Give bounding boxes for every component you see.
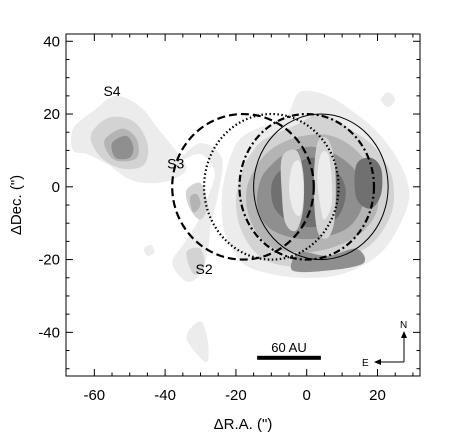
intensity-contours — [70, 90, 410, 363]
y-axis-label: ΔDec. (") — [8, 175, 25, 235]
ellipse-solid — [253, 113, 389, 261]
contour-level — [354, 157, 383, 209]
contour-level — [317, 151, 333, 220]
x-tick-label: 20 — [369, 387, 386, 404]
compass-east-arrowhead — [374, 359, 381, 365]
contour-level — [111, 135, 134, 160]
ellipse-dash-dot — [238, 112, 376, 261]
y-tick-label: 20 — [43, 106, 60, 123]
compass-north-arrowhead — [401, 331, 407, 338]
scale-bar: 60 AU — [257, 340, 321, 360]
compass: N E — [362, 320, 407, 369]
contour-level — [143, 244, 155, 256]
contour-level — [289, 160, 304, 217]
contour-level — [186, 321, 209, 363]
tick-labels: -60 -40 -20 0 20 -40 -20 0 20 40 — [38, 33, 386, 404]
scale-bar-line — [257, 355, 321, 360]
x-tick-label: -60 — [83, 387, 105, 404]
x-tick-label: -40 — [154, 387, 176, 404]
x-tick-label: 0 — [303, 387, 311, 404]
y-tick-label: -40 — [38, 324, 60, 341]
source-label-s4: S4 — [103, 83, 120, 99]
contour-level — [186, 247, 205, 275]
y-tick-label: -20 — [38, 252, 60, 269]
scale-bar-label: 60 AU — [271, 340, 306, 355]
contour-level — [189, 193, 201, 213]
source-label-s3: S3 — [167, 156, 184, 172]
y-tick-label: 0 — [52, 179, 60, 196]
x-tick-label: -20 — [225, 387, 247, 404]
contour-level — [172, 143, 223, 282]
ellipse-dashed — [171, 112, 315, 261]
compass-north-label: N — [400, 320, 407, 331]
ring-ellipses — [171, 112, 389, 261]
y-tick-label: 40 — [43, 33, 60, 50]
source-label-s2: S2 — [195, 261, 212, 277]
source-labels: S4 S3 S2 — [103, 83, 212, 277]
x-axis-label: ΔR.A. (") — [214, 416, 273, 433]
compass-east-label: E — [362, 358, 369, 369]
ellipse-dotted — [202, 112, 340, 261]
axis-ticks — [66, 34, 420, 376]
contour-level — [381, 92, 396, 107]
